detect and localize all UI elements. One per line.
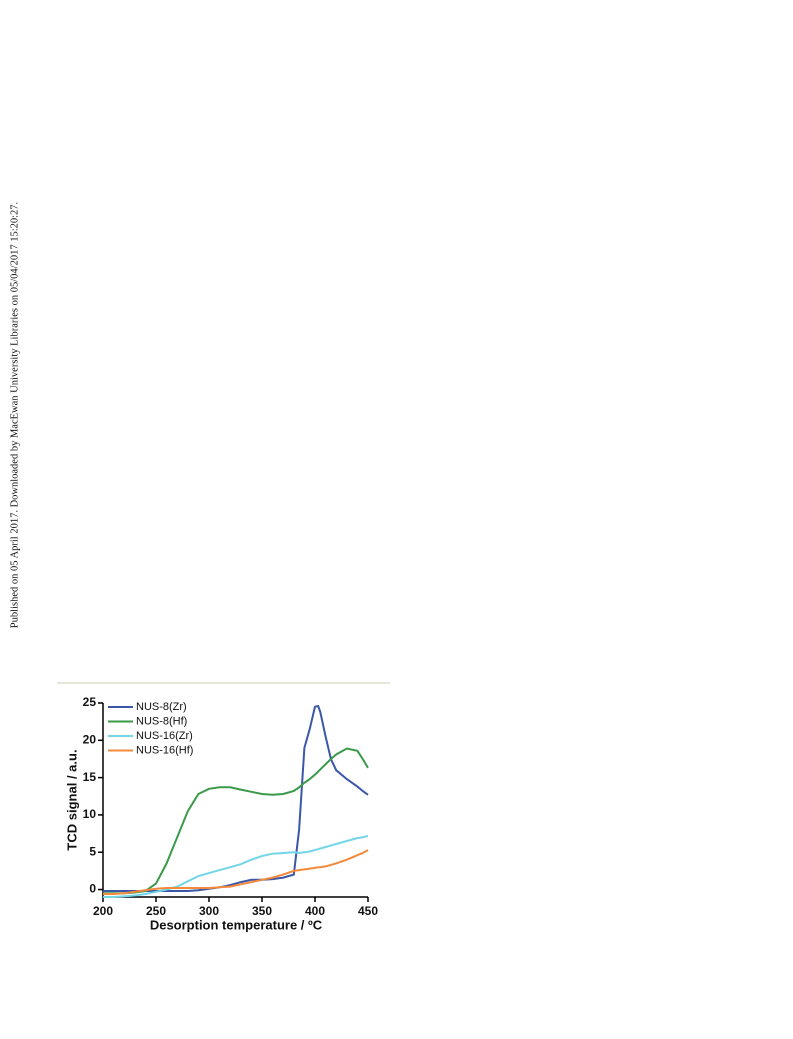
legend-label: NUS-8(Hf): [136, 715, 187, 727]
legend-label: NUS-16(Hf): [136, 744, 193, 756]
series-line: [103, 849, 369, 895]
x-axis-title: Desorption temperature / ºC: [150, 917, 323, 932]
y-tick-label: 0: [89, 882, 96, 896]
y-tick-label: 10: [83, 807, 97, 821]
y-tick-label: 20: [83, 732, 97, 746]
series-line: [103, 834, 369, 898]
x-tick-label: 200: [93, 904, 113, 918]
legend-label: NUS-8(Zr): [136, 701, 187, 713]
y-tick-label: 5: [89, 844, 96, 858]
x-tick-label: 400: [305, 904, 325, 918]
y-axis-title: TCD signal / a.u.: [64, 749, 79, 850]
series-line: [103, 747, 369, 895]
legend-label: NUS-16(Zr): [136, 730, 193, 742]
x-tick-label: 350: [252, 904, 272, 918]
y-tick-label: 25: [83, 695, 97, 709]
x-tick-label: 300: [199, 904, 219, 918]
y-tick-label: 15: [83, 770, 97, 784]
x-tick-label: 250: [146, 904, 166, 918]
x-tick-label: 450: [358, 904, 378, 918]
sidebar-note: Published on 05 April 2017. Downloaded b…: [9, 202, 20, 628]
